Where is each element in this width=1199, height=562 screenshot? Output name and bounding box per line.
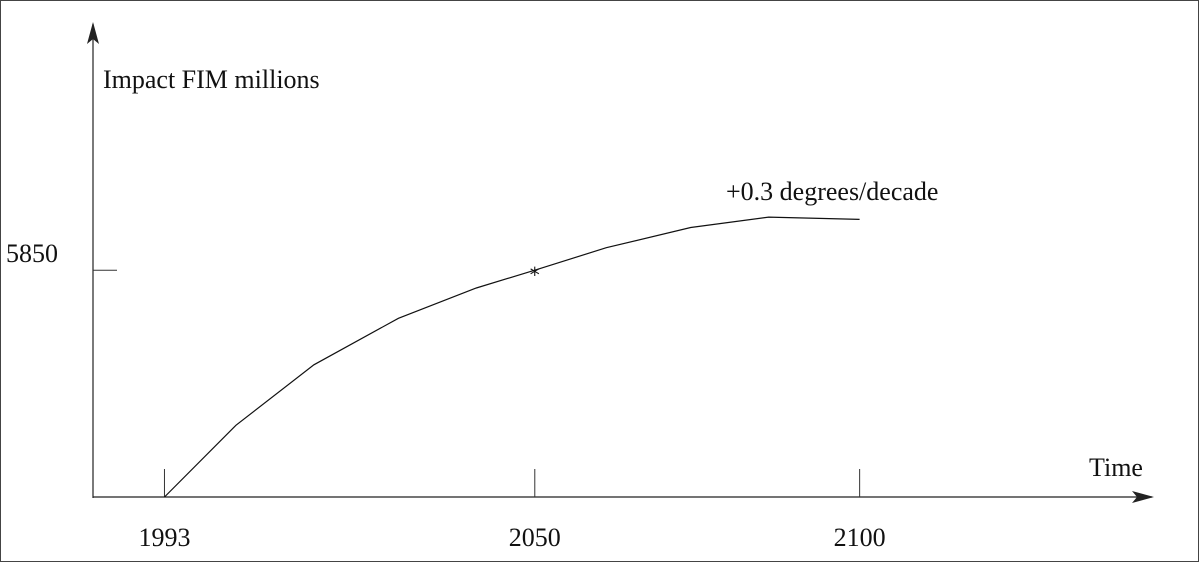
- series-label: +0.3 degrees/decade: [726, 177, 938, 206]
- tick-group: 1993 2050 2100 5850: [6, 239, 886, 552]
- x-tick-label: 1993: [138, 523, 190, 552]
- data-point-marker: *: [530, 263, 540, 287]
- y-tick-label: 5850: [6, 239, 58, 268]
- y-axis-label: Impact FIM millions: [103, 65, 320, 94]
- plot-area: *: [164, 216, 860, 498]
- x-axis-label: Time: [1089, 453, 1143, 482]
- x-tick-label: 2050: [509, 523, 561, 552]
- x-tick-label: 2100: [834, 523, 886, 552]
- series-line: [164, 216, 860, 498]
